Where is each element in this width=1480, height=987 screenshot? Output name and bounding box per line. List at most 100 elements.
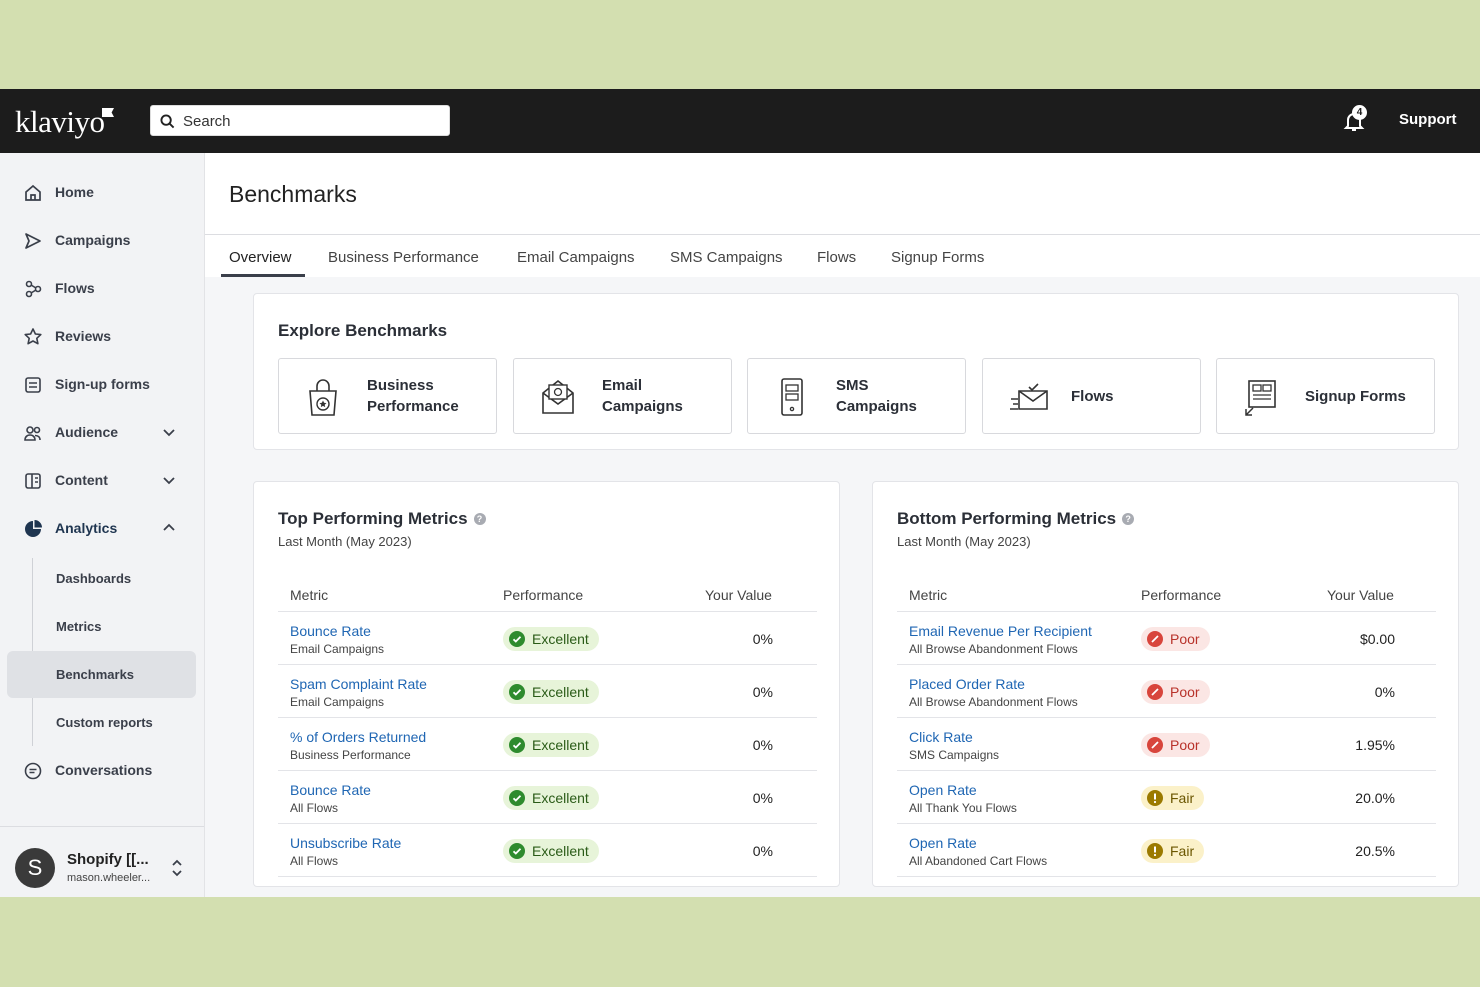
chevron-updown-icon[interactable] bbox=[170, 858, 184, 878]
metric-link[interactable]: Click Rate bbox=[909, 729, 973, 745]
top-bar: klaviyo 4 Support bbox=[0, 89, 1480, 153]
sidebar-item-analytics[interactable]: Analytics bbox=[0, 508, 204, 548]
page-title: Benchmarks bbox=[229, 181, 357, 207]
metric-link[interactable]: Unsubscribe Rate bbox=[290, 835, 402, 851]
metric-link[interactable]: Open Rate bbox=[909, 835, 977, 851]
tile-label: Flows bbox=[1071, 388, 1114, 405]
check-circle-icon bbox=[509, 631, 525, 647]
tab-flows[interactable]: Flows bbox=[817, 249, 857, 266]
tile-flows[interactable]: Flows bbox=[982, 358, 1201, 434]
status-badge: Excellent bbox=[503, 839, 599, 863]
poor-icon bbox=[1147, 631, 1163, 647]
pie-chart-icon bbox=[25, 520, 42, 537]
tile-sms-campaigns[interactable]: SMS Campaigns bbox=[747, 358, 966, 434]
tile-label-line2: Campaigns bbox=[836, 398, 917, 415]
tile-label-line2: Performance bbox=[367, 398, 459, 415]
table-header-divider bbox=[278, 611, 817, 612]
active-tab-indicator bbox=[221, 274, 305, 277]
bottom-metrics-subtitle: Last Month (May 2023) bbox=[897, 534, 1031, 549]
metric-source: SMS Campaigns bbox=[909, 748, 1000, 762]
form-icon bbox=[25, 377, 41, 393]
metric-value: 0% bbox=[752, 843, 773, 859]
sidebar-item-home[interactable]: Home bbox=[0, 172, 204, 212]
status-label: Excellent bbox=[532, 790, 589, 806]
metric-link[interactable]: Bounce Rate bbox=[290, 623, 371, 639]
column-header-metric: Metric bbox=[909, 587, 948, 603]
search-input[interactable] bbox=[183, 111, 438, 131]
sidebar-item-reviews[interactable]: Reviews bbox=[0, 316, 204, 356]
tile-signup-forms[interactable]: Signup Forms bbox=[1216, 358, 1435, 434]
status-label: Poor bbox=[1170, 737, 1200, 753]
tab-overview[interactable]: Overview bbox=[229, 249, 292, 266]
warning-icon bbox=[1147, 790, 1163, 806]
sidebar-item-signup-forms[interactable]: Sign-up forms bbox=[0, 364, 204, 404]
status-label: Fair bbox=[1170, 843, 1195, 859]
status-badge: Excellent bbox=[503, 733, 599, 757]
metric-link[interactable]: Open Rate bbox=[909, 782, 977, 798]
sidebar-subitem-custom-reports[interactable]: Custom reports bbox=[56, 715, 153, 730]
table-row: Placed Order Rate All Browse Abandonment… bbox=[897, 665, 1436, 718]
metric-link[interactable]: Placed Order Rate bbox=[909, 676, 1025, 692]
sidebar-item-label: Flows bbox=[55, 280, 95, 296]
check-circle-icon bbox=[509, 684, 525, 700]
sidebar: Home Campaigns Flows Reviews Sign-up for… bbox=[0, 153, 205, 897]
top-metrics-title: Top Performing Metrics? bbox=[278, 509, 486, 529]
sidebar-item-label: Analytics bbox=[55, 520, 118, 536]
bottom-metrics-title: Bottom Performing Metrics? bbox=[897, 509, 1135, 529]
chat-icon bbox=[24, 762, 42, 780]
status-badge: Excellent bbox=[503, 680, 599, 704]
account-name: Shopify [[... bbox=[67, 851, 149, 868]
sidebar-item-audience[interactable]: Audience bbox=[0, 412, 204, 452]
sidebar-subitem-metrics[interactable]: Metrics bbox=[56, 619, 102, 634]
metric-link[interactable]: Email Revenue Per Recipient bbox=[909, 623, 1092, 639]
sidebar-item-conversations[interactable]: Conversations bbox=[0, 750, 204, 790]
main-content: Benchmarks Overview Business Performance… bbox=[205, 153, 1480, 897]
status-badge: Poor bbox=[1141, 627, 1210, 651]
sidebar-subitem-benchmarks[interactable]: Benchmarks bbox=[56, 667, 135, 682]
column-header-metric: Metric bbox=[290, 587, 329, 603]
help-icon[interactable]: ? bbox=[473, 513, 486, 525]
metric-value: 20.5% bbox=[1355, 843, 1395, 859]
tile-email-campaigns[interactable]: Email Campaigns bbox=[513, 358, 732, 434]
table-row: % of Orders Returned Business Performanc… bbox=[278, 718, 817, 771]
column-header-value: Your Value bbox=[705, 587, 772, 603]
sidebar-item-label: Home bbox=[55, 184, 94, 200]
sidebar-item-flows[interactable]: Flows bbox=[0, 268, 204, 308]
sidebar-item-label: Reviews bbox=[55, 328, 112, 344]
metric-link[interactable]: Bounce Rate bbox=[290, 782, 371, 798]
metric-link[interactable]: % of Orders Returned bbox=[290, 729, 427, 745]
tab-business-performance[interactable]: Business Performance bbox=[328, 249, 479, 266]
metric-source: All Browse Abandonment Flows bbox=[909, 642, 1078, 656]
help-icon[interactable]: ? bbox=[1122, 513, 1135, 525]
tab-signup-forms[interactable]: Signup Forms bbox=[891, 249, 985, 266]
card-title-text: Bottom Performing Metrics bbox=[897, 509, 1117, 528]
check-circle-icon bbox=[509, 843, 525, 859]
status-badge: Excellent bbox=[503, 786, 599, 810]
status-label: Excellent bbox=[532, 684, 589, 700]
metric-source: All Flows bbox=[290, 854, 339, 868]
star-icon bbox=[24, 328, 42, 345]
sidebar-item-label: Audience bbox=[55, 424, 119, 440]
table-row: Spam Complaint Rate Email Campaigns Exce… bbox=[278, 665, 817, 718]
search-box[interactable] bbox=[150, 105, 450, 136]
content-icon bbox=[25, 473, 41, 489]
sidebar-subitem-dashboards[interactable]: Dashboards bbox=[56, 571, 132, 586]
metric-link[interactable]: Spam Complaint Rate bbox=[290, 676, 427, 692]
page-header: Benchmarks bbox=[205, 153, 1480, 235]
email-icon bbox=[542, 379, 574, 414]
tab-sms-campaigns[interactable]: SMS Campaigns bbox=[670, 249, 783, 266]
sidebar-item-content[interactable]: Content bbox=[0, 460, 204, 500]
klaviyo-logo[interactable]: klaviyo bbox=[15, 104, 105, 139]
tile-business-performance[interactable]: Business Performance bbox=[278, 358, 497, 434]
account-switcher[interactable]: S Shopify [[... mason.wheeler... bbox=[0, 826, 204, 897]
metric-value: 0% bbox=[752, 631, 773, 647]
status-badge: Excellent bbox=[503, 627, 599, 651]
tab-email-campaigns[interactable]: Email Campaigns bbox=[517, 249, 635, 266]
active-item-highlight bbox=[7, 651, 196, 698]
support-link[interactable]: Support bbox=[1399, 111, 1457, 128]
flows-icon bbox=[25, 280, 42, 298]
sidebar-item-campaigns[interactable]: Campaigns bbox=[0, 220, 204, 260]
metric-value: 0% bbox=[752, 790, 773, 806]
metric-value: 0% bbox=[1374, 684, 1395, 700]
metric-source: Business Performance bbox=[290, 748, 411, 762]
